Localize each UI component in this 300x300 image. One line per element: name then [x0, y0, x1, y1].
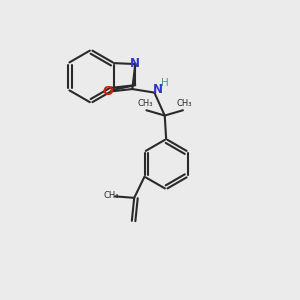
Text: CH₃: CH₃	[177, 99, 192, 108]
Text: N: N	[153, 82, 163, 95]
Text: H: H	[161, 78, 169, 88]
Text: CH₃: CH₃	[137, 99, 153, 108]
Text: N: N	[130, 57, 140, 70]
Text: CH₃: CH₃	[104, 191, 119, 200]
Text: O: O	[102, 85, 112, 98]
